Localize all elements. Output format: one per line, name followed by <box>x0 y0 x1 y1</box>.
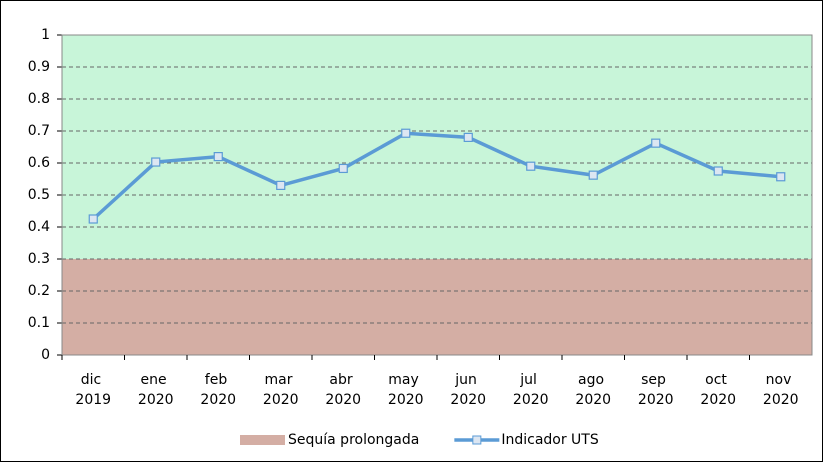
y-tick-label: 0.9 <box>28 59 50 75</box>
legend-label: Indicador UTS <box>501 432 599 448</box>
x-tick-label: ene 2020 <box>138 372 174 408</box>
point <box>151 157 161 167</box>
y-tick-label: 0.2 <box>28 283 50 299</box>
y-tick-label: 1 <box>41 27 50 43</box>
y-tick-label: 0.6 <box>28 155 50 171</box>
series-line <box>92 131 781 221</box>
point <box>401 128 411 138</box>
legend-swatch <box>240 435 285 445</box>
x-tick-label: oct 2020 <box>700 372 736 408</box>
point <box>88 214 98 224</box>
x-tick-label: nov 2020 <box>763 372 799 408</box>
x-tick-label: sep 2020 <box>638 372 674 408</box>
point <box>463 132 473 142</box>
point <box>588 170 598 180</box>
y-tick-label: 0.7 <box>28 123 50 139</box>
band <box>62 259 812 355</box>
legend-swatch <box>472 435 482 445</box>
point <box>526 161 536 171</box>
y-tick-label: 0.1 <box>28 315 50 331</box>
y-tick-label: 0.8 <box>28 91 50 107</box>
y-tick-label: 0 <box>41 347 50 363</box>
point <box>776 172 786 182</box>
x-tick-label: feb 2020 <box>200 372 236 408</box>
y-tick-label: 0.5 <box>28 187 50 203</box>
x-tick-label: ago 2020 <box>575 372 611 408</box>
x-tick-label: abr 2020 <box>325 372 361 408</box>
band <box>62 35 812 259</box>
point <box>338 163 348 174</box>
y-tick-label: 0.4 <box>28 219 50 235</box>
x-tick-label: mar 2020 <box>263 372 299 408</box>
y-tick-label: 0.3 <box>28 251 50 267</box>
x-tick-label: may 2020 <box>388 372 424 408</box>
x-tick-label: jul 2020 <box>513 372 549 408</box>
legend-label: Sequía prolongada <box>288 432 419 448</box>
point <box>276 180 286 190</box>
x-tick-label: jun 2020 <box>450 372 486 408</box>
x-tick-label: dic 2019 <box>75 372 111 408</box>
point <box>713 166 723 176</box>
point <box>213 152 223 162</box>
point <box>651 138 661 148</box>
